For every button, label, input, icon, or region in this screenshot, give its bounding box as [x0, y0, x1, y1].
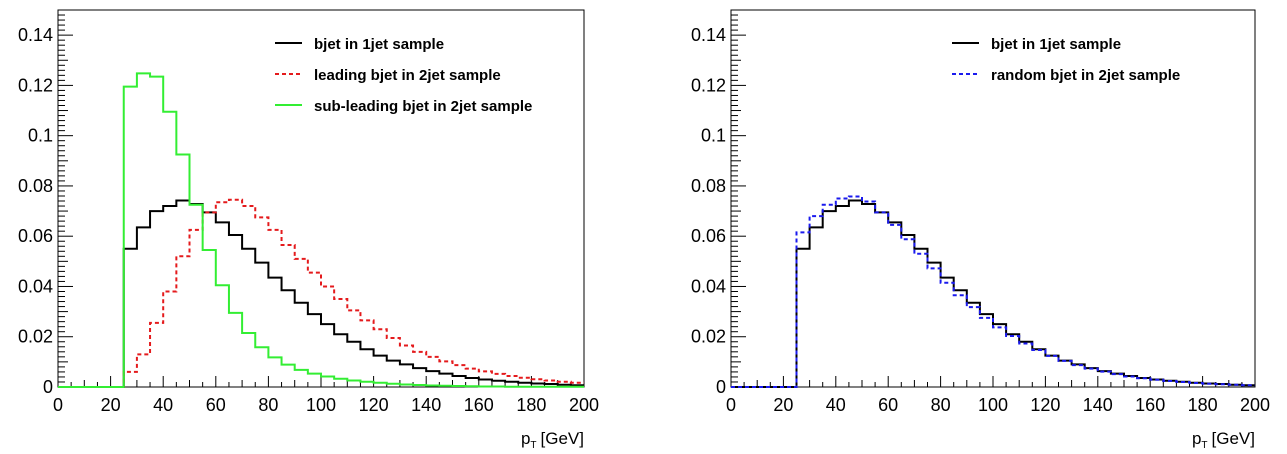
left-series-1-histogram: [58, 199, 584, 388]
right-y-tick-label: 0.14: [691, 25, 726, 45]
left-y-tick-label: 0.14: [18, 25, 53, 45]
right-x-tick-label: 100: [978, 395, 1008, 415]
left-x-tick-label: 40: [153, 395, 173, 415]
right-series-2-histogram: [731, 195, 1255, 388]
left-y-tick-label: 0.08: [18, 176, 53, 196]
right-x-tick-labels: 0 20 40 60 80 100 120 140 160 180 200: [726, 395, 1270, 415]
right-x-tick-label: 200: [1240, 395, 1270, 415]
left-x-tick-label: 80: [258, 395, 278, 415]
right-x-tick-label: 60: [878, 395, 898, 415]
right-x-tick-label: 160: [1135, 395, 1165, 415]
left-y-tick-label: 0.1: [28, 126, 53, 146]
right-x-axis-label: pT [GeV]: [1192, 429, 1255, 451]
right-series-layer: [731, 195, 1255, 388]
left-legend-label-1: bjet in 1jet sample: [314, 36, 444, 53]
right-y-tick-label: 0.06: [691, 226, 726, 246]
right-y-tick-label: 0.04: [691, 276, 726, 296]
left-histogram-panel: 0 0.02 0.04 0.06 0.08 0.1 0.12 0.14 0 20 40 60 80 10…: [18, 9, 599, 451]
left-y-tick-label: 0.06: [18, 226, 53, 246]
right-x-tick-label: 0: [726, 395, 736, 415]
left-y-tick-labels: 0 0.02 0.04 0.06 0.08 0.1 0.12 0.14: [18, 25, 53, 397]
right-legend: bjet in 1jet sample random bjet in 2jet s…: [952, 36, 1180, 84]
right-y-tick-label: 0.02: [691, 327, 726, 347]
left-y-tick-label: 0.12: [18, 75, 53, 95]
right-series-1-histogram: [731, 199, 1255, 388]
left-y-tick-label: 0.04: [18, 276, 53, 296]
right-y-tick-label: 0: [716, 377, 726, 397]
left-x-tick-label: 0: [53, 395, 63, 415]
left-legend-label-3: sub-leading bjet in 2jet sample: [314, 98, 532, 115]
left-x-tick-label: 20: [101, 395, 121, 415]
right-x-tick-label: 120: [1030, 395, 1060, 415]
left-y-tick-label: 0.02: [18, 327, 53, 347]
right-x-tick-label: 40: [826, 395, 846, 415]
right-y-tick-label: 0.12: [691, 75, 726, 95]
left-series-2-histogram: [58, 198, 584, 388]
left-x-tick-label: 160: [464, 395, 494, 415]
right-y-tick-labels: 0 0.02 0.04 0.06 0.08 0.1 0.12 0.14: [691, 25, 726, 397]
right-x-tick-label: 80: [931, 395, 951, 415]
left-legend: bjet in 1jet sample leading bjet in 2jet …: [275, 36, 532, 115]
left-x-tick-label: 120: [359, 395, 389, 415]
left-y-tick-label: 0: [43, 377, 53, 397]
right-x-tick-label: 20: [773, 395, 793, 415]
right-y-tick-label: 0.08: [691, 176, 726, 196]
left-x-tick-label: 100: [306, 395, 336, 415]
right-legend-label-2: random bjet in 2jet sample: [991, 67, 1180, 84]
left-legend-label-2: leading bjet in 2jet sample: [314, 67, 501, 84]
right-histogram-panel: 0 0.02 0.04 0.06 0.08 0.1 0.12 0.14 0 20 40 60 80 10…: [691, 9, 1270, 451]
right-legend-label-1: bjet in 1jet sample: [991, 36, 1121, 53]
right-x-tick-label: 140: [1083, 395, 1113, 415]
left-x-tick-label: 200: [569, 395, 599, 415]
left-x-tick-label: 140: [411, 395, 441, 415]
left-series-layer: [58, 72, 584, 388]
left-x-tick-labels: 0 20 40 60 80 100 120 140 160 180 200: [53, 395, 599, 415]
left-series-3-histogram: [58, 72, 584, 388]
right-x-tick-label: 180: [1188, 395, 1218, 415]
left-x-axis-label: pT [GeV]: [521, 429, 584, 451]
left-x-tick-label: 60: [206, 395, 226, 415]
right-y-tick-label: 0.1: [701, 126, 726, 146]
left-x-tick-label: 180: [516, 395, 546, 415]
